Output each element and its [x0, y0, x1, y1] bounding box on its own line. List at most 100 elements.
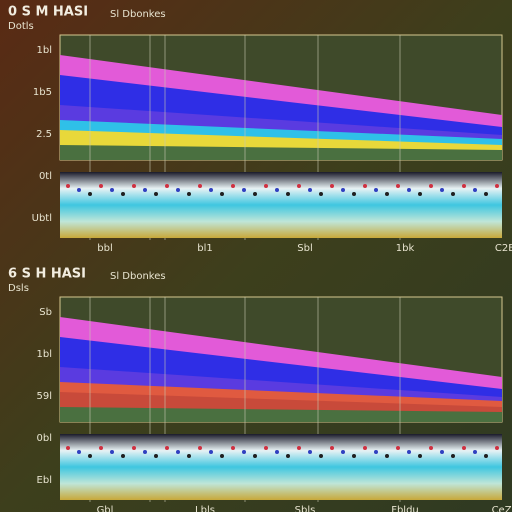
dot	[220, 454, 224, 458]
dot	[121, 454, 125, 458]
dot	[308, 188, 312, 192]
dot	[462, 446, 466, 450]
panel-subtitle: Sl Dbonkes	[110, 9, 166, 20]
dot	[176, 188, 180, 192]
dot	[495, 184, 499, 188]
strip	[60, 172, 502, 238]
dot	[286, 192, 290, 196]
dot	[297, 184, 301, 188]
band	[60, 145, 502, 160]
dot	[462, 184, 466, 188]
panel-subtitle: Sl Dbonkes	[110, 271, 166, 282]
dot	[396, 446, 400, 450]
dot	[429, 446, 433, 450]
dot	[308, 450, 312, 454]
panel-caption: Dsls	[8, 283, 29, 294]
y-label: 59l	[36, 391, 52, 402]
dot	[209, 450, 213, 454]
dot	[253, 454, 257, 458]
dot	[330, 184, 334, 188]
dot	[473, 450, 477, 454]
dot	[242, 450, 246, 454]
dot	[154, 454, 158, 458]
dot	[198, 446, 202, 450]
dot	[473, 188, 477, 192]
dot	[495, 446, 499, 450]
dot	[198, 184, 202, 188]
dot	[407, 450, 411, 454]
y-label: 1bl	[37, 349, 53, 360]
dot	[275, 450, 279, 454]
dot	[242, 188, 246, 192]
dot	[363, 446, 367, 450]
y-label: 0tl	[39, 171, 52, 182]
dot	[407, 188, 411, 192]
dot	[66, 446, 70, 450]
dot	[440, 188, 444, 192]
strip	[60, 434, 502, 500]
dot	[484, 192, 488, 196]
dot	[440, 450, 444, 454]
dot	[154, 192, 158, 196]
dot	[319, 192, 323, 196]
panel-title: 6 S H HASI	[8, 267, 86, 282]
dot	[132, 446, 136, 450]
y-label: Sb	[39, 307, 52, 318]
dot	[143, 188, 147, 192]
x-label: Sbls	[295, 505, 316, 512]
dot	[363, 184, 367, 188]
dot	[110, 450, 114, 454]
x-label: CeZB	[492, 505, 512, 512]
x-label: 1bk	[396, 243, 415, 254]
dot	[319, 454, 323, 458]
dot	[77, 188, 81, 192]
dot	[418, 192, 422, 196]
dot	[264, 446, 268, 450]
dot	[187, 192, 191, 196]
dot	[374, 450, 378, 454]
dot	[451, 454, 455, 458]
dot	[451, 192, 455, 196]
y-label: 1b5	[33, 87, 52, 98]
y-label: 1bl	[37, 45, 53, 56]
dot	[352, 454, 356, 458]
dot	[99, 184, 103, 188]
dot	[220, 192, 224, 196]
y-label: 2.5	[36, 129, 52, 140]
x-label: bl1	[197, 243, 213, 254]
dot	[88, 454, 92, 458]
dot	[341, 188, 345, 192]
dot	[429, 184, 433, 188]
dot	[187, 454, 191, 458]
dot	[396, 184, 400, 188]
dot	[143, 450, 147, 454]
dot	[418, 454, 422, 458]
dot	[374, 188, 378, 192]
y-label: Ebl	[37, 475, 52, 486]
panel-title: 0 S M HASI	[8, 5, 88, 20]
x-label: C2B	[495, 243, 512, 254]
dot	[385, 454, 389, 458]
dot	[352, 192, 356, 196]
panels: 0 S M HASI Sl Dbonkes Dotls 1bl 1b5 2.5 0tl Ubt…	[8, 5, 512, 512]
dot	[121, 192, 125, 196]
dot	[330, 446, 334, 450]
dot	[165, 446, 169, 450]
dot	[66, 184, 70, 188]
panel: 6 S H HASI Sl Dbonkes Dsls Sb 1bl 59l 0bl Ebl Gb…	[8, 267, 512, 512]
dot	[110, 188, 114, 192]
dot	[231, 446, 235, 450]
dot	[275, 188, 279, 192]
panel-caption: Dotls	[8, 21, 34, 32]
dot	[165, 184, 169, 188]
x-label: Gbl	[97, 505, 114, 512]
dot	[231, 184, 235, 188]
band	[60, 407, 502, 422]
panel: 0 S M HASI Sl Dbonkes Dotls 1bl 1b5 2.5 0tl Ubt…	[8, 5, 512, 255]
dot	[297, 446, 301, 450]
dot	[253, 192, 257, 196]
dot	[286, 454, 290, 458]
dot	[88, 192, 92, 196]
dot	[484, 454, 488, 458]
